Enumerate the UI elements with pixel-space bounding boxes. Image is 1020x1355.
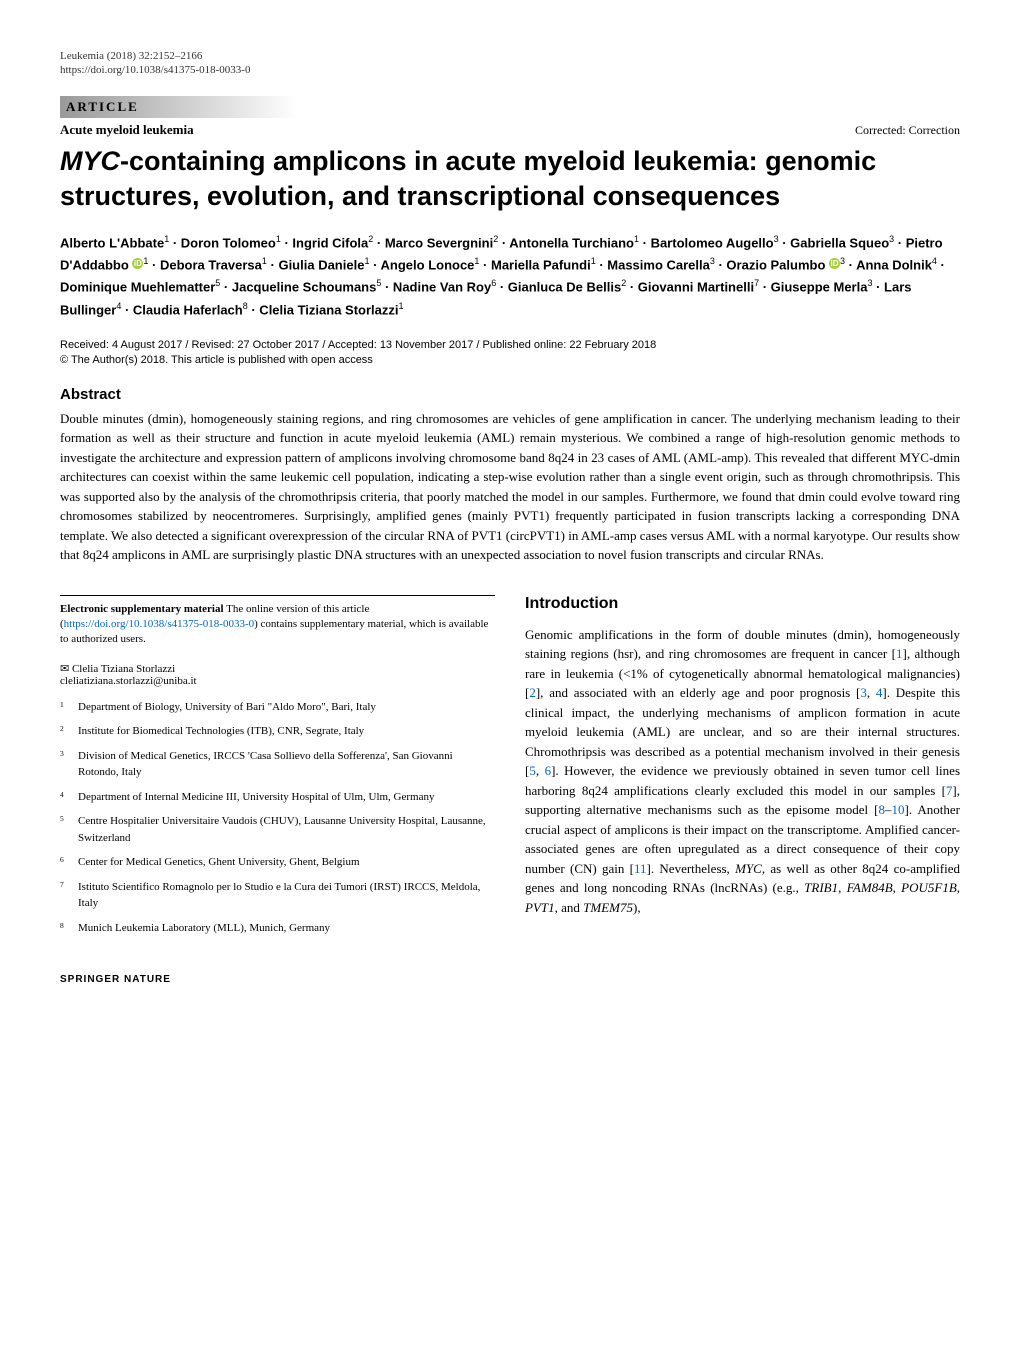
supp-doi-link[interactable]: https://doi.org/10.1038/s41375-018-0033-… xyxy=(64,618,254,630)
aff-text: Institute for Biomedical Technologies (I… xyxy=(78,723,495,740)
aff-number: 4 xyxy=(60,789,78,806)
left-column: Electronic supplementary material The on… xyxy=(60,595,495,945)
affiliation-item: 3 Division of Medical Genetics, IRCCS 'C… xyxy=(60,748,495,781)
corresponding-email[interactable]: cleliatiziana.storlazzi@uniba.it xyxy=(60,675,197,687)
mail-icon: ✉ xyxy=(60,663,69,675)
publication-dates: Received: 4 August 2017 / Revised: 27 Oc… xyxy=(60,339,960,351)
affiliations-list: 1 Department of Biology, University of B… xyxy=(60,699,495,937)
title-gene: MYC xyxy=(60,146,120,176)
aff-text: Istituto Scientifico Romagnolo per lo St… xyxy=(78,879,495,912)
aff-text: Center for Medical Genetics, Ghent Unive… xyxy=(78,854,495,871)
correction-note[interactable]: Corrected: Correction xyxy=(855,123,960,138)
introduction-text: Genomic amplifications in the form of do… xyxy=(525,625,960,918)
abstract-text: Double minutes (dmin), homogeneously sta… xyxy=(60,409,960,565)
aff-number: 7 xyxy=(60,879,78,912)
affiliation-item: 6 Center for Medical Genetics, Ghent Uni… xyxy=(60,854,495,871)
introduction-heading: Introduction xyxy=(525,595,960,613)
aff-text: Division of Medical Genetics, IRCCS 'Cas… xyxy=(78,748,495,781)
category-label: Acute myeloid leukemia xyxy=(60,122,194,138)
affiliation-item: 7 Istituto Scientifico Romagnolo per lo … xyxy=(60,879,495,912)
corresponding-author: ✉ Clelia Tiziana Storlazzi cleliatiziana… xyxy=(60,662,495,687)
affiliation-item: 2 Institute for Biomedical Technologies … xyxy=(60,723,495,740)
affiliation-item: 8 Munich Leukemia Laboratory (MLL), Muni… xyxy=(60,920,495,937)
aff-text: Munich Leukemia Laboratory (MLL), Munich… xyxy=(78,920,495,937)
abstract-heading: Abstract xyxy=(60,386,960,403)
aff-number: 6 xyxy=(60,854,78,871)
affiliation-item: 1 Department of Biology, University of B… xyxy=(60,699,495,716)
article-title: MYC-containing amplicons in acute myeloi… xyxy=(60,144,960,214)
doi-link[interactable]: https://doi.org/10.1038/s41375-018-0033-… xyxy=(60,64,960,76)
title-rest: -containing amplicons in acute myeloid l… xyxy=(60,146,876,211)
publisher-footer: SPRINGER NATURE xyxy=(60,974,960,985)
article-type-label: ARTICLE xyxy=(60,96,400,118)
corresponding-name: Clelia Tiziana Storlazzi xyxy=(72,663,175,675)
affiliation-item: 5 Centre Hospitalier Universitaire Vaudo… xyxy=(60,813,495,846)
supplementary-material: Electronic supplementary material The on… xyxy=(60,595,495,648)
aff-text: Department of Biology, University of Bar… xyxy=(78,699,495,716)
copyright-notice: © The Author(s) 2018. This article is pu… xyxy=(60,354,960,366)
two-column-layout: Electronic supplementary material The on… xyxy=(60,595,960,945)
aff-number: 3 xyxy=(60,748,78,781)
aff-number: 8 xyxy=(60,920,78,937)
right-column: Introduction Genomic amplifications in t… xyxy=(525,595,960,945)
authors-list: Alberto L'Abbate1 · Doron Tolomeo1 · Ing… xyxy=(60,232,960,321)
aff-number: 2 xyxy=(60,723,78,740)
aff-number: 5 xyxy=(60,813,78,846)
affiliation-item: 4 Department of Internal Medicine III, U… xyxy=(60,789,495,806)
aff-text: Department of Internal Medicine III, Uni… xyxy=(78,789,495,806)
aff-text: Centre Hospitalier Universitaire Vaudois… xyxy=(78,813,495,846)
supp-label: Electronic supplementary material xyxy=(60,603,224,615)
aff-number: 1 xyxy=(60,699,78,716)
journal-citation: Leukemia (2018) 32:2152–2166 xyxy=(60,50,960,62)
category-row: Acute myeloid leukemia Corrected: Correc… xyxy=(60,122,960,138)
